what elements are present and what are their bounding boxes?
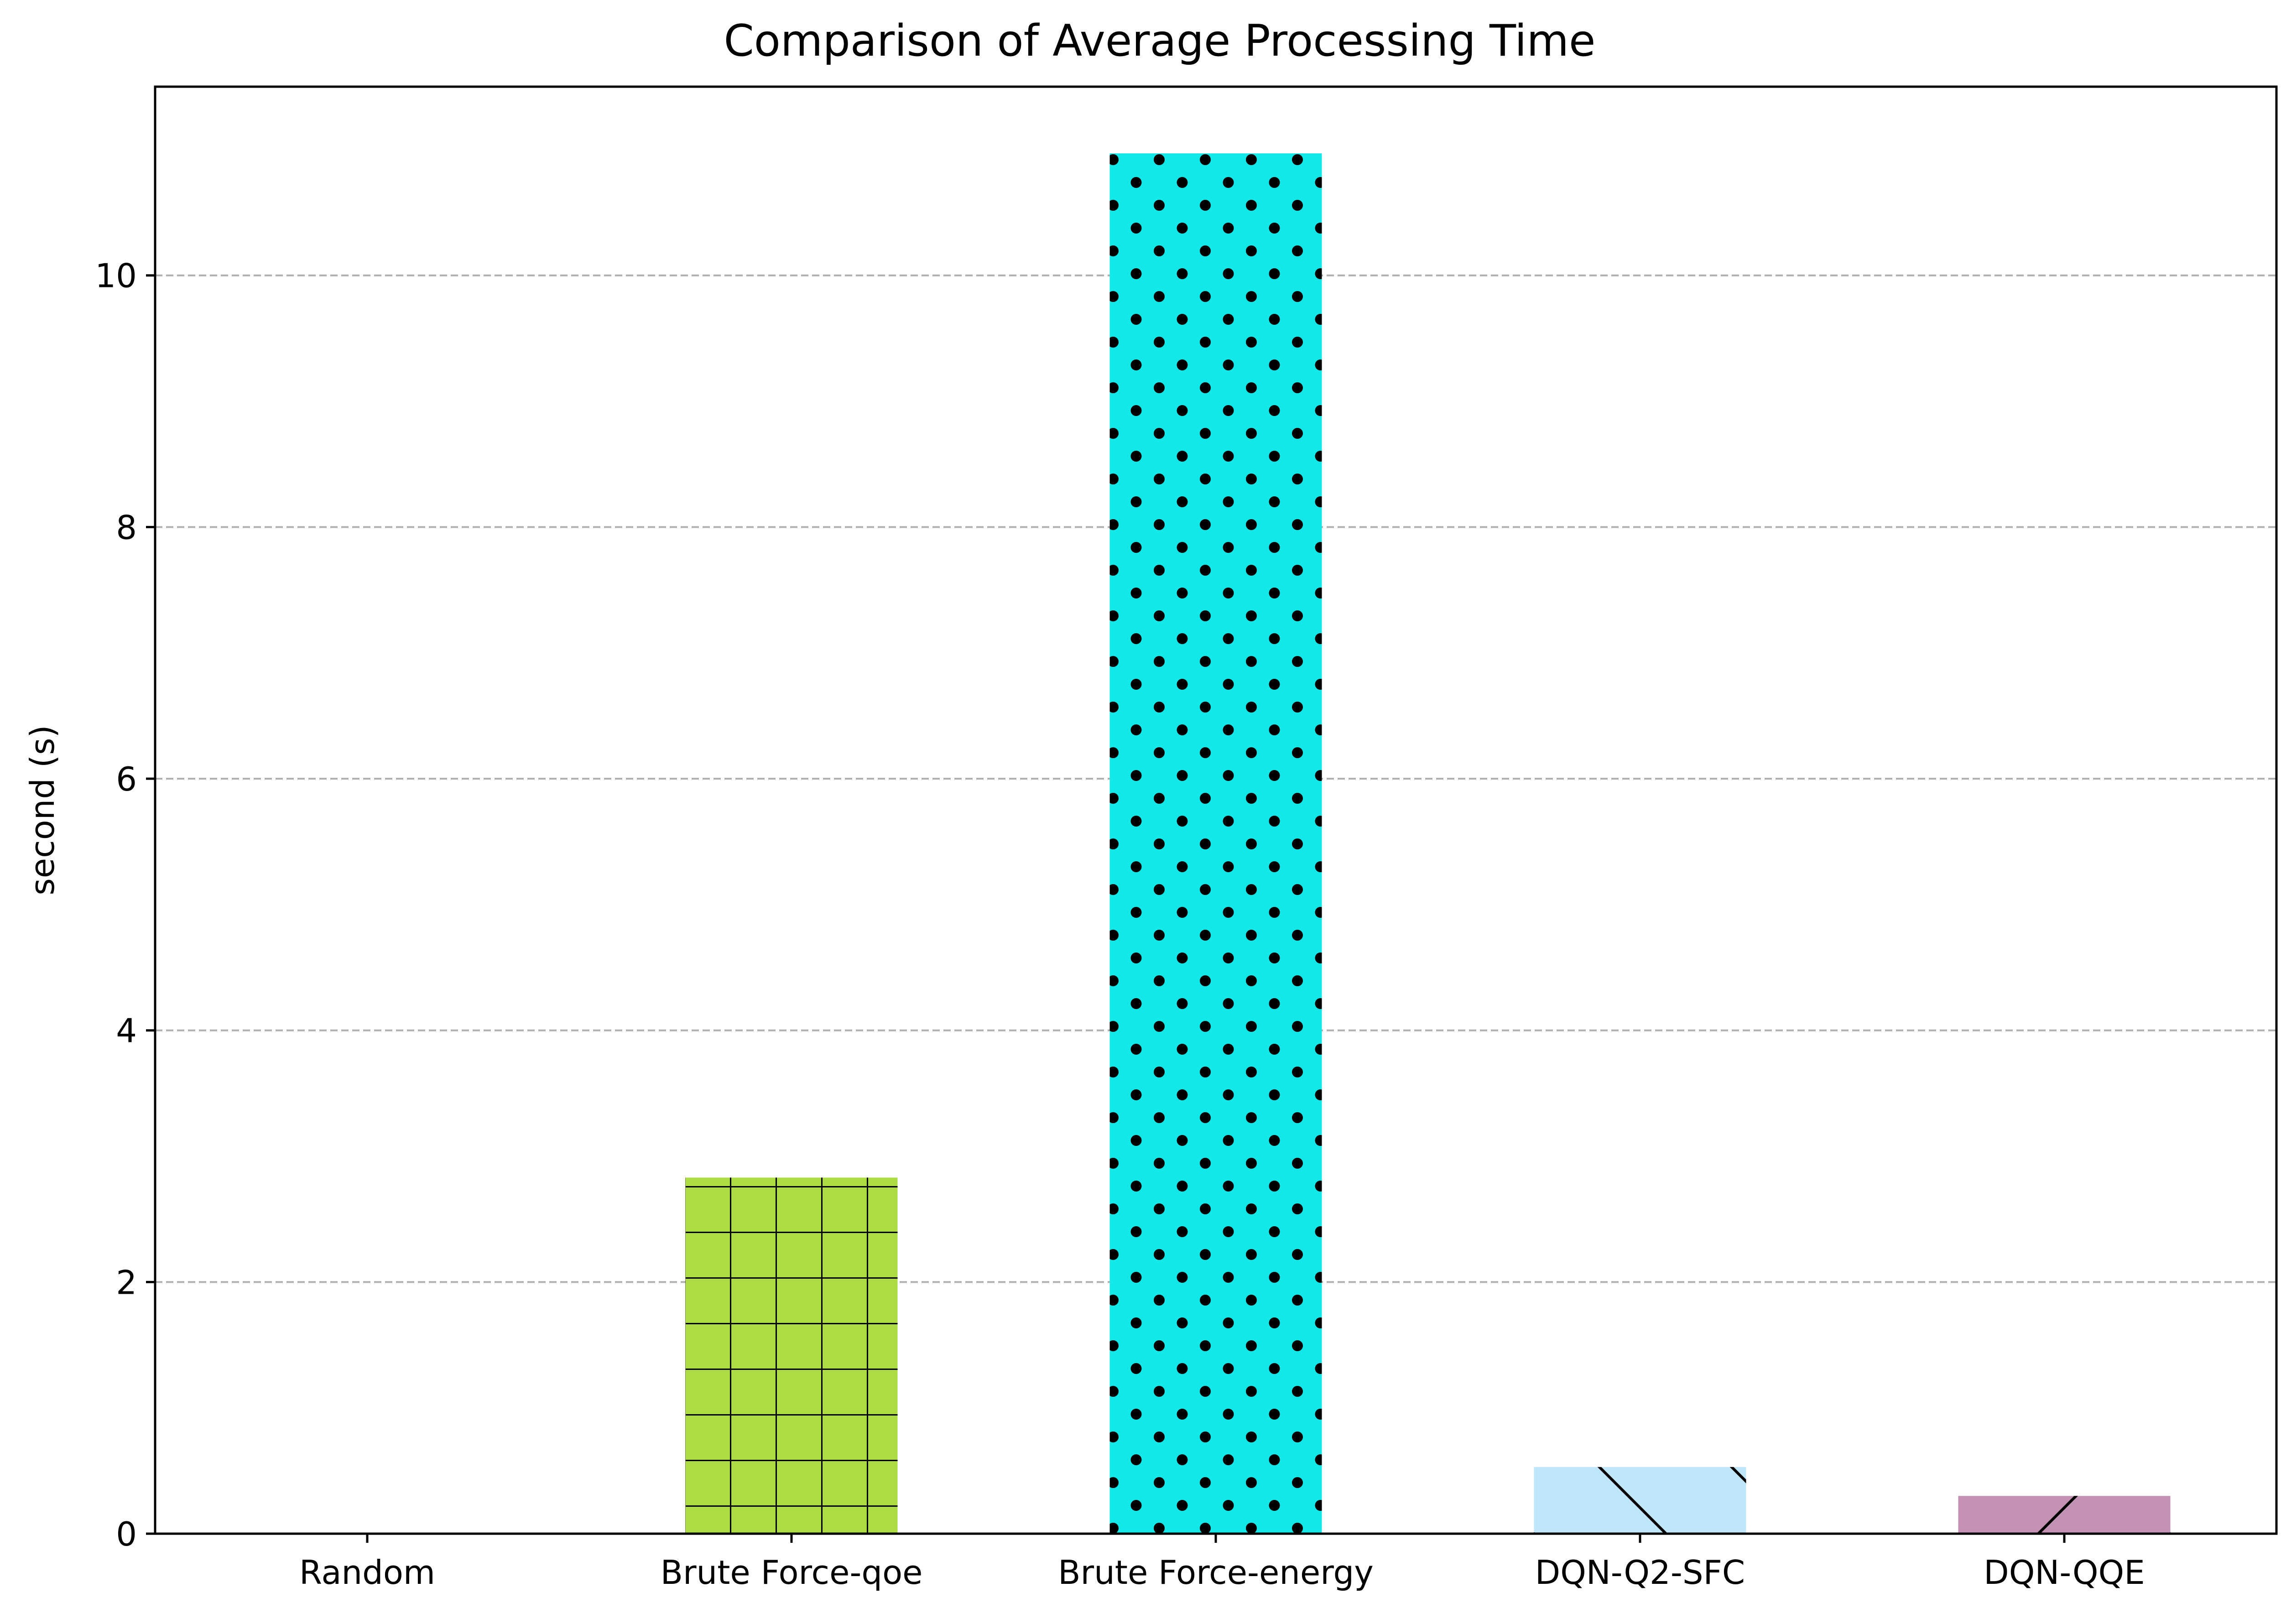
y-axis-label: second (s) — [23, 725, 62, 895]
bar-hatch-dqn-q2-sfc — [1534, 1467, 1746, 1534]
y-axis-ticks: 0 2 4 6 8 10 — [95, 257, 155, 1553]
x-tick-label: DQN-QQE — [1984, 1553, 2145, 1592]
y-tick-label: 4 — [116, 1012, 137, 1050]
bar-hatch-brute-force-energy — [1109, 153, 1322, 1534]
bar-hatch-brute-force-qoe — [685, 1177, 898, 1534]
x-tick-label: Brute Force-qoe — [661, 1553, 923, 1592]
gridlines — [155, 274, 2276, 1283]
y-tick-label: 6 — [116, 760, 137, 798]
bars — [685, 153, 2171, 1534]
bar-hatch-dqn-qqe — [1958, 1496, 2171, 1534]
x-tick-label: Random — [299, 1553, 435, 1592]
chart-title: Comparison of Average Processing Time — [724, 16, 1595, 66]
y-tick-label: 10 — [95, 257, 137, 295]
x-tick-label: Brute Force-energy — [1058, 1553, 1374, 1592]
x-axis-ticks: Random Brute Force-qoe Brute Force-energy D… — [299, 1534, 2145, 1592]
x-tick-label: DQN-Q2-SFC — [1535, 1553, 1745, 1592]
y-tick-label: 8 — [116, 508, 137, 547]
y-tick-label: 0 — [116, 1515, 137, 1553]
y-tick-label: 2 — [116, 1263, 137, 1301]
